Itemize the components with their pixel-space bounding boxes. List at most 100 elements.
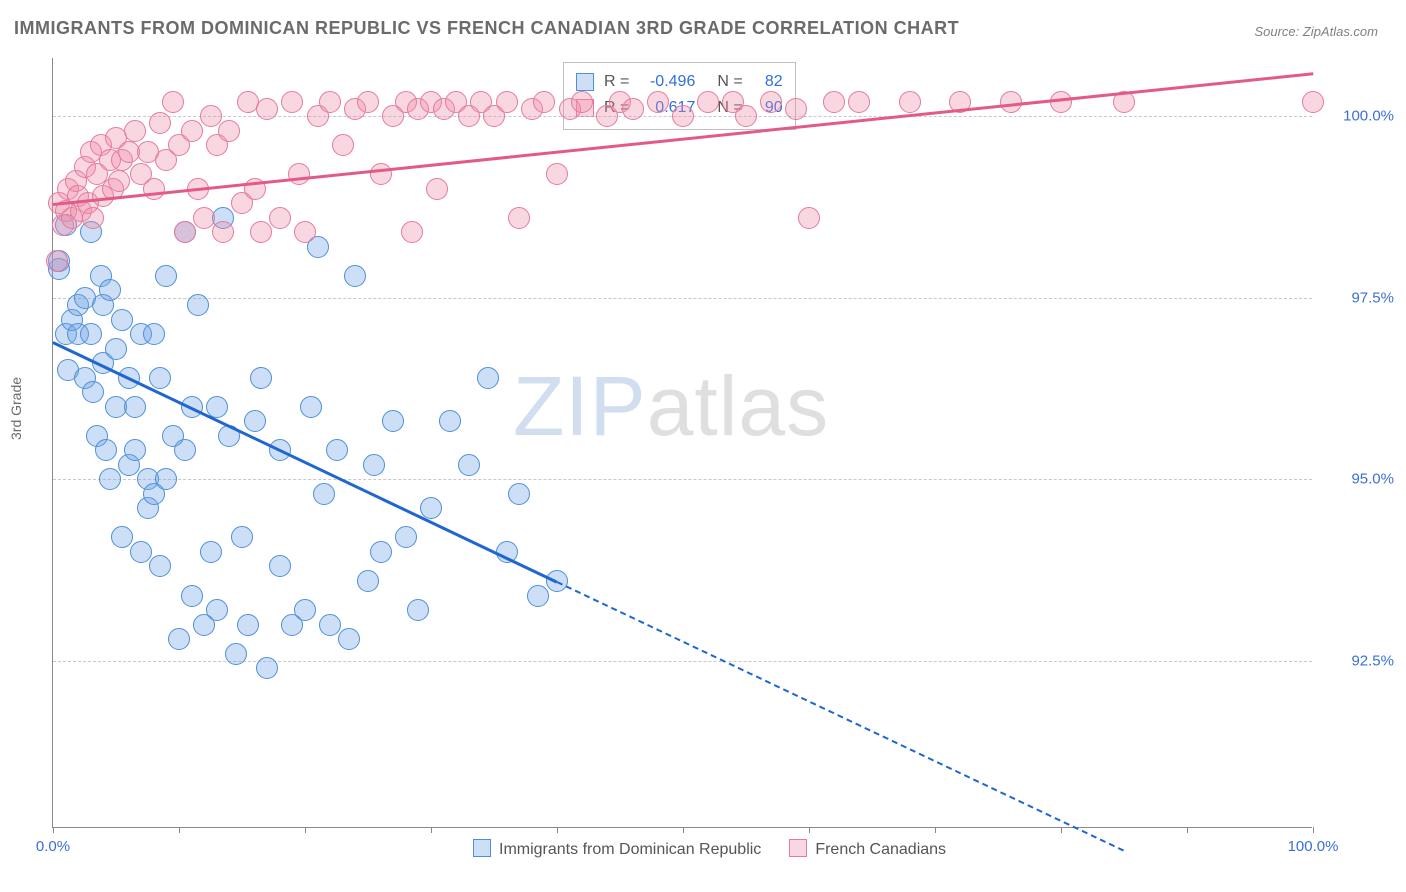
y-tick-label: 100.0%	[1343, 108, 1394, 125]
scatter-point-dominican	[313, 483, 335, 505]
x-tick	[53, 827, 54, 833]
scatter-point-dominican	[95, 439, 117, 461]
scatter-point-french	[496, 91, 518, 113]
x-tick	[1187, 827, 1188, 833]
scatter-point-french	[332, 134, 354, 156]
stat-r-value: -0.496	[639, 73, 695, 91]
scatter-point-french	[508, 207, 530, 229]
scatter-point-french	[823, 91, 845, 113]
scatter-point-dominican	[187, 294, 209, 316]
scatter-point-dominican	[124, 439, 146, 461]
scatter-point-dominican	[508, 483, 530, 505]
scatter-point-dominican	[80, 323, 102, 345]
scatter-point-french	[250, 221, 272, 243]
x-tick	[557, 827, 558, 833]
x-tick	[431, 827, 432, 833]
legend-swatch-french	[789, 839, 807, 857]
scatter-point-french	[82, 207, 104, 229]
scatter-point-french	[798, 207, 820, 229]
x-tick-label: 100.0%	[1288, 838, 1339, 855]
scatter-point-dominican	[326, 439, 348, 461]
scatter-point-french	[181, 120, 203, 142]
scatter-point-french	[1000, 91, 1022, 113]
scatter-point-french	[672, 105, 694, 127]
scatter-point-french	[546, 163, 568, 185]
scatter-point-french	[571, 91, 593, 113]
scatter-point-dominican	[382, 410, 404, 432]
scatter-point-french	[785, 98, 807, 120]
scatter-point-french	[200, 105, 222, 127]
x-tick	[683, 827, 684, 833]
scatter-point-dominican	[269, 555, 291, 577]
scatter-point-dominican	[99, 279, 121, 301]
scatter-point-dominican	[319, 614, 341, 636]
scatter-point-dominican	[105, 338, 127, 360]
source-credit: Source: ZipAtlas.com	[1254, 24, 1378, 39]
scatter-point-dominican	[395, 526, 417, 548]
scatter-point-french	[848, 91, 870, 113]
y-axis-label: 3rd Grade	[8, 377, 24, 440]
scatter-point-french	[281, 91, 303, 113]
scatter-point-dominican	[344, 265, 366, 287]
scatter-point-dominican	[155, 468, 177, 490]
x-tick-label: 0.0%	[36, 838, 70, 855]
x-tick	[809, 827, 810, 833]
scatter-point-dominican	[363, 454, 385, 476]
scatter-point-dominican	[357, 570, 379, 592]
scatter-point-dominican	[143, 323, 165, 345]
scatter-point-dominican	[82, 381, 104, 403]
source-name: ZipAtlas.com	[1303, 24, 1378, 39]
scatter-point-dominican	[237, 614, 259, 636]
scatter-point-french	[899, 91, 921, 113]
scatter-point-dominican	[256, 657, 278, 679]
scatter-point-dominican	[111, 309, 133, 331]
scatter-point-dominican	[124, 396, 146, 418]
watermark-zip: ZIP	[513, 359, 647, 453]
stat-n-label: N =	[717, 73, 742, 91]
scatter-point-dominican	[300, 396, 322, 418]
scatter-point-dominican	[181, 585, 203, 607]
legend-item-dominican: Immigrants from Dominican Republic	[473, 839, 761, 859]
scatter-point-french	[533, 91, 555, 113]
stat-n-value: 82	[753, 73, 783, 91]
scatter-point-dominican	[149, 555, 171, 577]
x-tick	[1061, 827, 1062, 833]
gridline	[53, 479, 1312, 480]
scatter-point-dominican	[111, 526, 133, 548]
plot-area: ZIPatlas R =-0.496N =82R =0.617N =90 Imm…	[52, 58, 1312, 828]
scatter-point-french	[162, 91, 184, 113]
scatter-point-french	[1302, 91, 1324, 113]
gridline	[53, 298, 1312, 299]
scatter-point-dominican	[458, 454, 480, 476]
stat-row-dominican: R =-0.496N =82	[576, 69, 783, 95]
legend: Immigrants from Dominican Republic French…	[473, 839, 946, 859]
scatter-point-dominican	[527, 585, 549, 607]
trend-line-dashed-dominican	[557, 581, 1125, 852]
scatter-point-dominican	[200, 541, 222, 563]
watermark-atlas: atlas	[647, 359, 829, 453]
source-prefix: Source:	[1254, 24, 1302, 39]
scatter-point-dominican	[168, 628, 190, 650]
x-tick	[935, 827, 936, 833]
scatter-point-french	[212, 221, 234, 243]
scatter-point-french	[143, 178, 165, 200]
scatter-point-dominican	[244, 410, 266, 432]
scatter-point-french	[174, 221, 196, 243]
x-tick	[305, 827, 306, 833]
scatter-point-dominican	[231, 526, 253, 548]
y-tick-label: 97.5%	[1351, 289, 1394, 306]
legend-label: French Canadians	[815, 841, 946, 858]
legend-swatch-dominican	[473, 839, 491, 857]
scatter-point-french	[622, 98, 644, 120]
scatter-point-dominican	[407, 599, 429, 621]
scatter-point-french	[269, 207, 291, 229]
scatter-point-french	[697, 91, 719, 113]
scatter-point-french	[294, 221, 316, 243]
scatter-point-french	[124, 120, 146, 142]
scatter-point-dominican	[130, 541, 152, 563]
scatter-point-dominican	[250, 367, 272, 389]
scatter-point-french	[760, 91, 782, 113]
y-tick-label: 92.5%	[1351, 652, 1394, 669]
scatter-point-french	[288, 163, 310, 185]
swatch-dominican	[576, 73, 594, 91]
